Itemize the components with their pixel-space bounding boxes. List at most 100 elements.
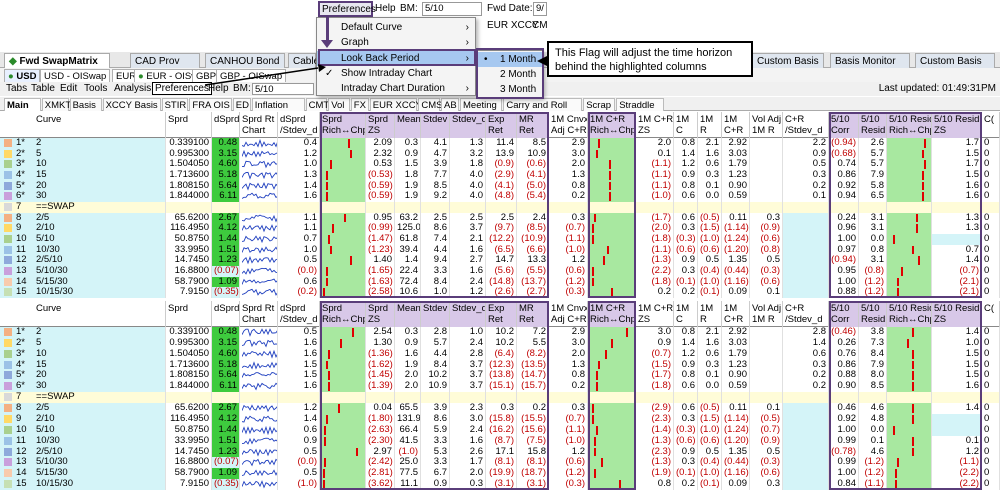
subtab-main[interactable]: Main [4,98,41,111]
row-color-swatch[interactable] [4,458,12,467]
row-color-swatch[interactable] [4,328,12,336]
header-last[interactable]: C( [982,301,1000,327]
header-curve[interactable]: Curve [34,301,166,327]
menu-look-back-period[interactable]: Look Back Period › [317,51,475,66]
menu-tools[interactable]: Tools [84,83,108,94]
table-row[interactable]: 14 5/15/30 58.7900 1.09 0.6 (1.63) 72.4 8.4 2.4(… [0,276,1000,288]
header-va[interactable]: Vol Adj 1M R [750,112,783,138]
fwd-date-input[interactable]: 9/ [533,2,547,16]
subtab-xccy-basis[interactable]: XCCY Basis [102,98,161,111]
header-sprd[interactable]: Sprd [166,112,212,138]
header-resid[interactable]: 5/10 Resid [859,112,887,138]
header-mr[interactable]: MR Ret [517,112,549,138]
table-row[interactable]: 8 2/5 65.6200 2.67 1.2 0.04 65.5 3.9 2.3 0.3 0.2 0.… [0,402,1000,414]
tab-cable[interactable]: Cable [288,53,319,68]
row-color-swatch[interactable] [4,213,12,222]
table-row[interactable]: 8 2/5 65.6200 2.67 1.1 0.95 63.2 2.5 2.5 2.5 2.4 0.… [0,212,1000,224]
table-row[interactable]: 1* 2 0.339100 0.48 0.5 2.54 0.3 2.8 1.0 10.2 7.2 2.… [0,326,1000,338]
menu-table[interactable]: Table [31,83,55,94]
table-row[interactable]: 13 5/10/30 16.8800 (0.07) (0.0) (1.65) 22.4 3.3… [0,265,1000,277]
table-row[interactable]: 9 2/10 116.4950 4.12 1.1 (0.99) 125.0 8.6 3.7 (9.… [0,223,1000,234]
row-color-swatch[interactable] [4,235,12,243]
row-color-swatch[interactable] [4,277,12,286]
header-rzs[interactable]: 5/10 Resid ZS [932,301,982,327]
subtab-scrap[interactable]: Scrap [583,98,616,111]
header-rrich[interactable]: 5/10 Resid Rich↔Chp [887,112,932,138]
header-r[interactable]: 1M R [698,112,722,138]
header-dsd[interactable]: dSprd/Stdev_d [278,112,320,138]
menu-default-curve[interactable]: Default Curve › [341,22,469,33]
menu-help[interactable]: Help [208,83,229,94]
row-color-swatch[interactable] [4,139,12,147]
table-row[interactable]: 10 5/10 50.8750 1.44 0.6 (2.63) 66.4 5.9 2.4 (16.… [0,424,1000,436]
header-stdev[interactable]: Stdev [421,301,450,327]
table-row[interactable]: 11 10/30 33.9950 1.51 0.9 (2.30) 41.5 3.3 1.6 (8.… [0,435,1000,447]
header-rrich[interactable]: 5/10 Resid Rich↔Chp [887,301,932,327]
header-mr[interactable]: MR Ret [517,301,549,327]
header-sprd[interactable]: Sprd [166,301,212,327]
menu-edit[interactable]: Edit [60,83,78,94]
table-row[interactable]: 10 5/10 50.8750 1.44 0.7 (1.47) 61.8 7.4 2.1 (12.… [0,233,1000,245]
header-corr[interactable]: 5/10 Corr [829,301,859,327]
subtab-carry-and-roll[interactable]: Carry and Roll [503,98,583,111]
menu-preferences[interactable]: Preferences [152,82,212,95]
header-c[interactable]: 1M C [674,112,698,138]
header-cnvx[interactable]: 1M Cnvx Adj C+R [549,301,588,327]
header-dsprd[interactable]: dSprd [212,112,240,138]
row-color-swatch[interactable] [4,371,12,380]
header-stdd[interactable]: Stdev_d [450,301,486,327]
row-color-swatch[interactable] [4,425,12,434]
table-row[interactable]: 3* 10 1.504050 4.60 1.6 (1.36) 1.6 4.4 2.8 (6.4)(… [0,348,1000,360]
row-color-swatch[interactable] [4,267,12,275]
subtab-xmkt[interactable]: XMKT [41,98,71,111]
cm-tab[interactable]: CM [532,20,548,31]
header-spark[interactable]: Sprd Rt Chart [240,301,278,327]
subtab-cms[interactable]: CMS [418,98,443,111]
header-rich[interactable]: Sprd Rich↔Chp [320,112,366,138]
tab-custom-basis-2[interactable]: Custom Basis [915,53,995,68]
header-zs[interactable]: Sprd ZS [366,301,395,327]
header-resid[interactable]: 5/10 Resid [859,301,887,327]
row-color-swatch[interactable] [4,338,12,347]
header-cr[interactable]: 1M C+R [722,112,750,138]
header-spark[interactable]: Sprd Rt Chart [240,112,278,138]
subtab-stir[interactable]: STIR [161,98,189,111]
row-color-swatch[interactable] [4,360,12,369]
header-stdev[interactable]: Stdev [421,112,450,138]
header-crzs[interactable]: 1M C+R ZS [636,301,674,327]
row-color-swatch[interactable] [4,160,12,169]
tab-custom-basis-1[interactable]: Custom Basis [752,53,824,68]
row-color-swatch[interactable] [4,256,12,265]
table-row[interactable]: 9 2/10 116.4950 4.12 1.4 (1.80) 131.9 8.6 3.0 (15… [0,413,1000,425]
row-color-swatch[interactable] [4,414,12,423]
table-row[interactable]: 3* 10 1.504050 4.60 1.0 0.53 1.5 3.9 1.8 (0.9) (0.… [0,159,1000,170]
row-color-swatch[interactable] [4,224,12,233]
row-color-swatch[interactable] [4,382,12,391]
header-r[interactable]: 1M R [698,301,722,327]
row-color-swatch[interactable] [4,404,12,413]
table-row[interactable]: 11 10/30 33.9950 1.51 1.0 (1.23) 39.4 4.4 1.6 (6.… [0,244,1000,256]
table-row[interactable]: 15 10/15/30 7.9150 (0.35) (0.2) (2.58) 10.6 1.0… [0,287,1000,298]
bm-input[interactable]: 5/10 [252,83,314,95]
tab-usd-oiswap[interactable]: USD - OISwap [40,69,111,82]
preferences-menu-button[interactable]: Preferences [318,1,376,17]
table-row[interactable]: 6* 30 1.844000 6.11 1.6 (1.39) 2.0 10.9 3.7 (15.1… [0,381,1000,393]
row-color-swatch[interactable] [4,203,12,211]
header-c[interactable]: 1M C [674,301,698,327]
header-last[interactable]: C( [982,112,1000,138]
header-curve[interactable]: Curve [34,112,166,138]
table-row[interactable]: 12 2/5/10 14.7450 1.23 0.5 1.40 1.4 9.4 2.7 14.7 1… [0,255,1000,266]
row-color-swatch[interactable] [4,171,12,179]
row-color-swatch[interactable] [4,447,12,456]
table-row[interactable]: 15 10/15/30 7.9150 (0.35) (1.0) (3.62) 11.1 0.9… [0,479,1000,490]
subtab-cmt[interactable]: CMT [305,98,329,111]
submenu-2-month[interactable]: 2 Month [500,69,537,80]
header-corr[interactable]: 5/10 Corr [829,112,859,138]
row-color-swatch[interactable] [4,393,12,402]
subtab-inflation[interactable]: Inflation [251,98,305,111]
row-color-swatch[interactable] [4,349,12,358]
table-row[interactable]: 5* 20 1.808150 5.64 1.4 (0.59) 1.9 8.5 4.0 (4.1)(… [0,180,1000,192]
row-color-swatch[interactable] [4,480,12,489]
header-dsd[interactable]: dSprd/Stdev_d [278,301,320,327]
table-row[interactable]: 7 ==SWAP [0,392,1000,404]
